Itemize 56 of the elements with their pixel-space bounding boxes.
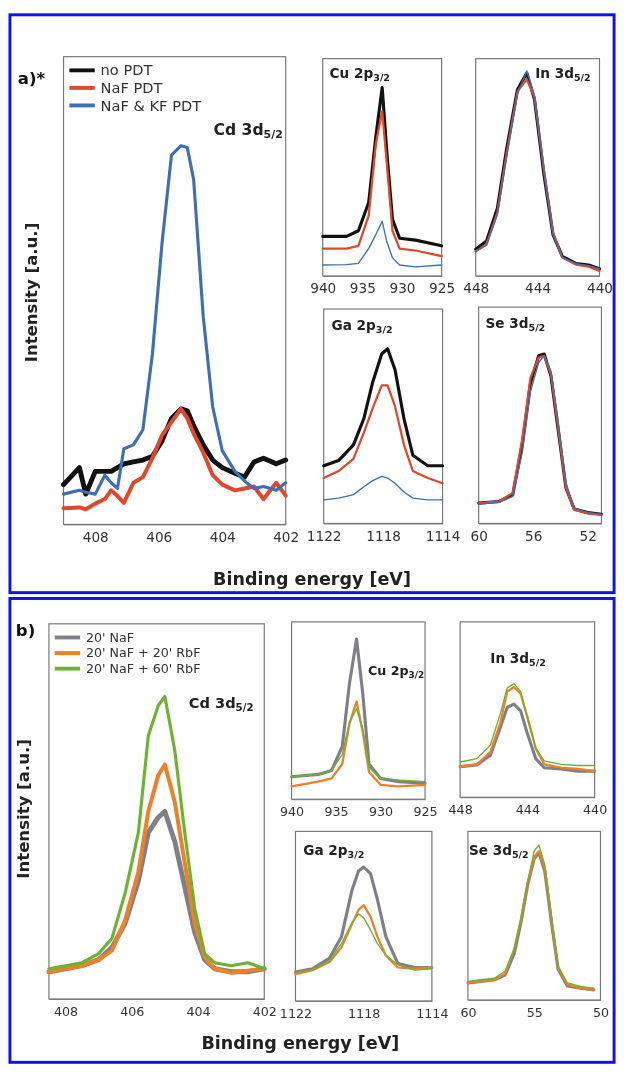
x-tick-label: 50 [592,1004,609,1020]
legend-label: 20' NaF [85,629,135,645]
x-tick-label: 404 [186,1003,211,1019]
text: Cu 2p$_{3/2}$ [367,663,425,681]
x-tick-label: 60 [470,527,488,544]
chart-title: Cd 3d$_{5/2}$ [213,120,283,141]
chart-title: In 3d$_{5/2}$ [535,65,591,84]
legend-label: NaF & KF PDT [100,96,202,114]
x-tick-label: 404 [209,528,236,545]
chart-title: Ga 2p$_{3/2}$ [303,841,365,860]
chart-title: Se 3d$_{5/2}$ [485,314,546,333]
legend-label: NaF PDT [100,79,163,96]
x-tick-label: 1122 [279,1005,313,1021]
x-tick-label: 1114 [425,527,461,544]
legend-label: 20' NaF + 60' RbF [85,661,201,677]
x-tick-label: 1118 [348,1005,381,1021]
y-axis-title: Intensity [a.u.] [22,222,42,363]
chart-title: Se 3d$_{5/2}$ [468,841,529,860]
x-tick-label: 935 [349,280,376,297]
x-tick-label: 448 [463,280,490,297]
x-tick-label: 935 [324,804,349,820]
x-tick-label: 408 [82,528,109,545]
x-tick-label: 406 [146,528,173,545]
x-tick-label: 1114 [416,1005,449,1021]
x-tick-label: 440 [586,280,613,297]
x-tick-label: 1118 [366,527,401,544]
chart-title: Cu 2p$_{3/2}$ [329,65,390,84]
chart-title: Ga 2p$_{3/2}$ [331,316,393,335]
x-tick-label: 444 [525,280,552,297]
x-tick-label: 56 [525,527,543,544]
x-tick-label: 925 [413,804,438,820]
x-tick-label: 930 [389,280,416,297]
x-tick-label: 930 [368,804,394,820]
x-tick-label: 925 [429,280,456,297]
x-tick-label: 55 [526,1004,543,1020]
x-axis-title: Binding energy [eV] [201,1032,400,1053]
x-tick-label: 444 [515,802,540,818]
x-tick-label: 402 [252,1003,277,1019]
x-axis-title: Binding energy [eV] [213,568,411,589]
x-tick-label: 402 [273,528,300,545]
legend-label: 20' NaF + 20' RbF [85,645,201,661]
x-tick-label: 940 [310,280,337,297]
x-tick-label: 940 [279,804,305,820]
x-tick-label: 1122 [306,527,342,544]
x-tick-label: 60 [460,1004,477,1020]
chart-title: Cd 3d$_{5/2}$ [188,693,254,713]
legend-label: no PDT [100,61,153,79]
x-tick-label: 440 [583,802,608,818]
x-tick-label: 448 [448,802,473,818]
chart-title: In 3d$_{5/2}$ [490,649,546,668]
x-tick-label: 52 [579,527,597,544]
text: a)* [17,68,46,88]
y-axis-title: Intensity [a.u.] [14,739,34,879]
x-tick-label: 408 [53,1003,79,1019]
x-tick-label: 406 [120,1003,145,1019]
text: b) [15,620,36,640]
